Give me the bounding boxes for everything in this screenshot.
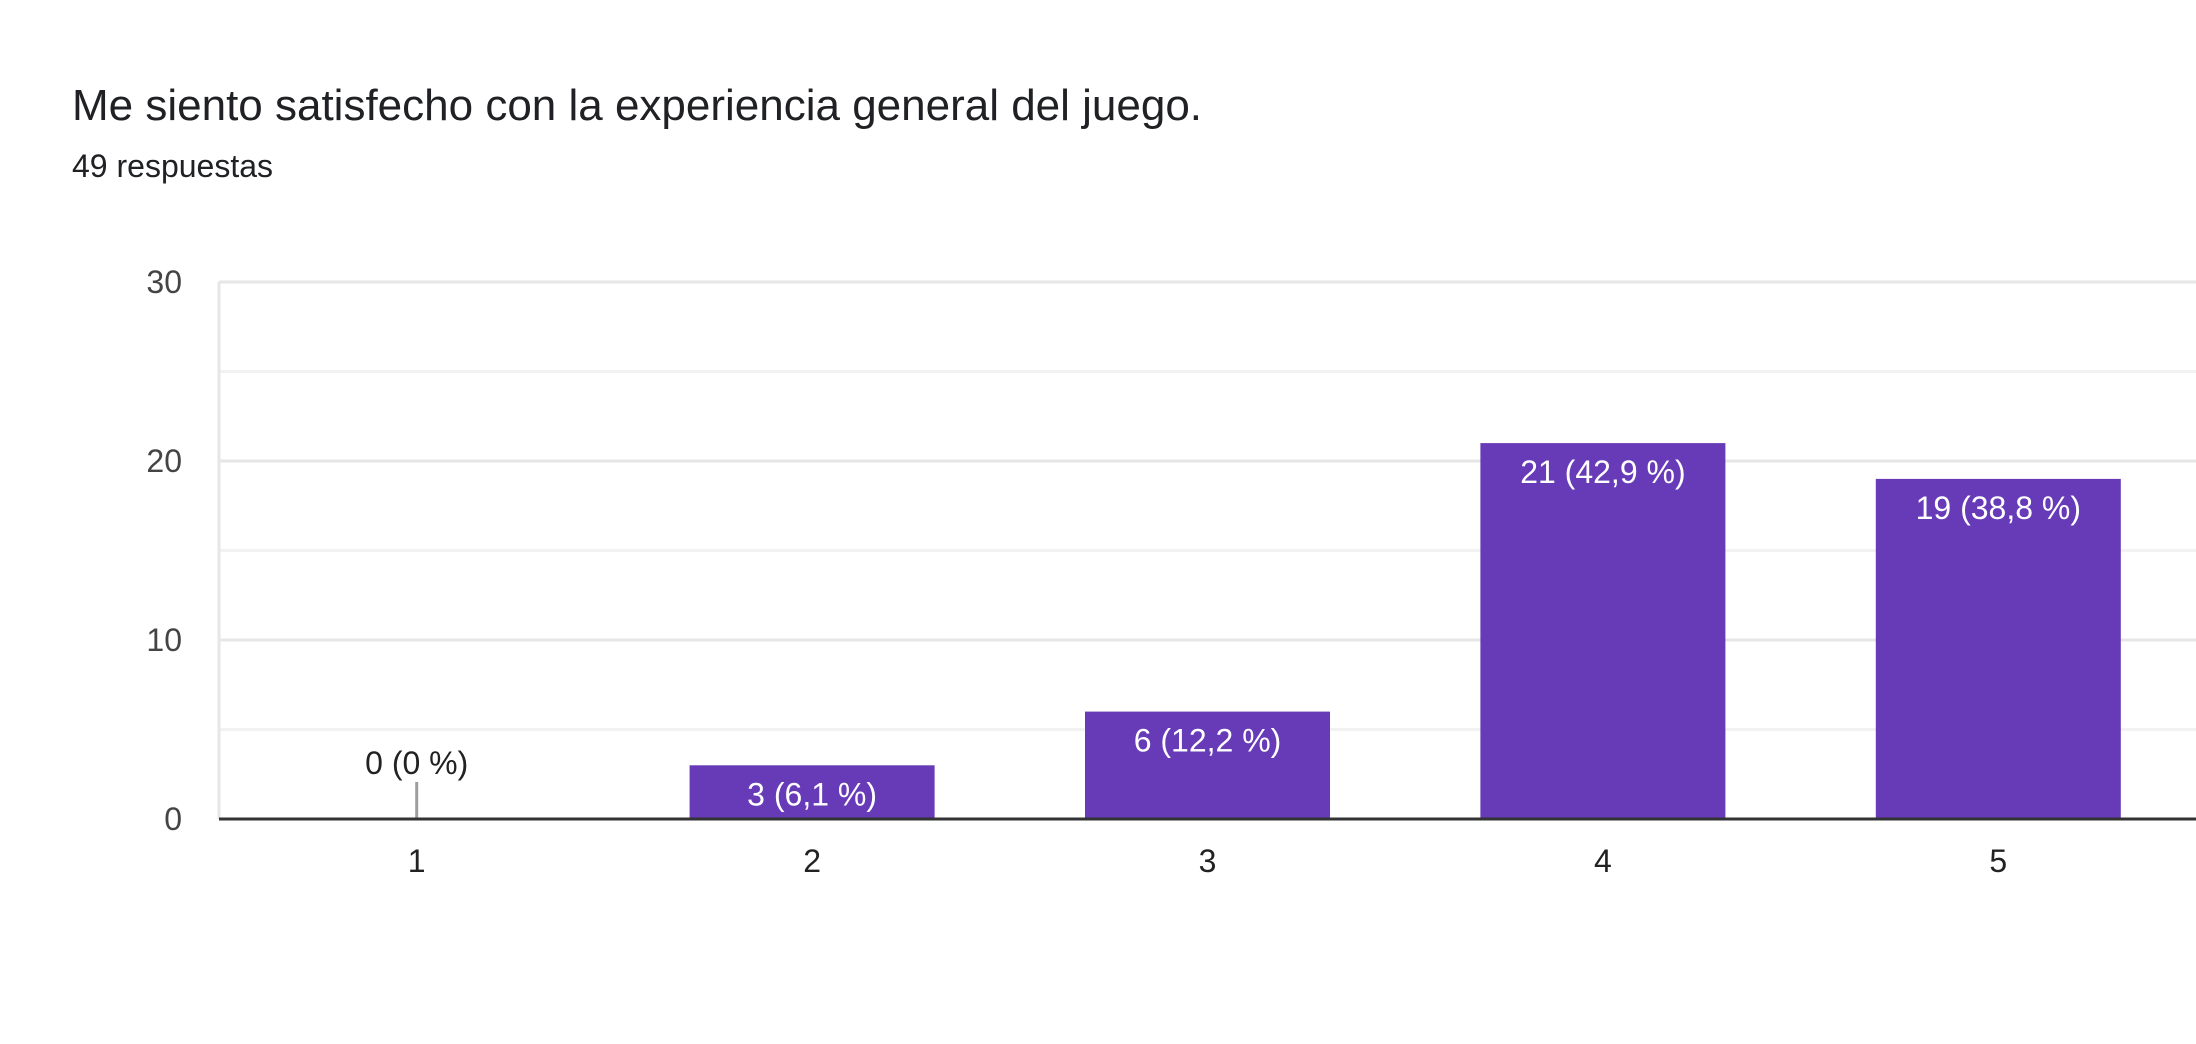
y-tick-label: 20 [146,443,182,479]
chart-gridlines [217,280,2196,819]
x-tick-label: 2 [803,843,821,879]
x-tick-label: 4 [1594,843,1612,879]
x-axis-ticks: 1 2 3 4 5 [408,843,2007,879]
bar-data-label: 19 (38,8 %) [1916,490,2081,526]
x-tick-label: 5 [1989,843,2007,879]
chart-bars: 0 (0 %) 3 (6,1 %) 6 (12,2 %) 21 (42,9 %) 19 … [365,443,2121,819]
y-tick-label: 0 [164,801,182,837]
bar-data-label: 0 (0 %) [365,745,468,781]
x-tick-label: 3 [1199,843,1217,879]
response-count: 49 respuestas [72,148,274,184]
bar-data-label: 3 (6,1 %) [747,776,877,812]
x-tick-label: 1 [408,843,426,879]
bar-3 [1085,711,1330,819]
y-tick-label: 10 [146,622,182,658]
bar-data-label: 6 (12,2 %) [1134,723,1282,759]
question-title: Me siento satisfecho con la experiencia … [72,81,1203,130]
y-tick-label: 30 [146,264,182,300]
bar-4 [1480,443,1726,819]
bar-5 [1875,478,2121,819]
y-axis-ticks: 0 10 20 30 [146,264,182,837]
bar-data-label: 21 (42,9 %) [1520,454,1685,490]
bar-2 [689,765,935,819]
